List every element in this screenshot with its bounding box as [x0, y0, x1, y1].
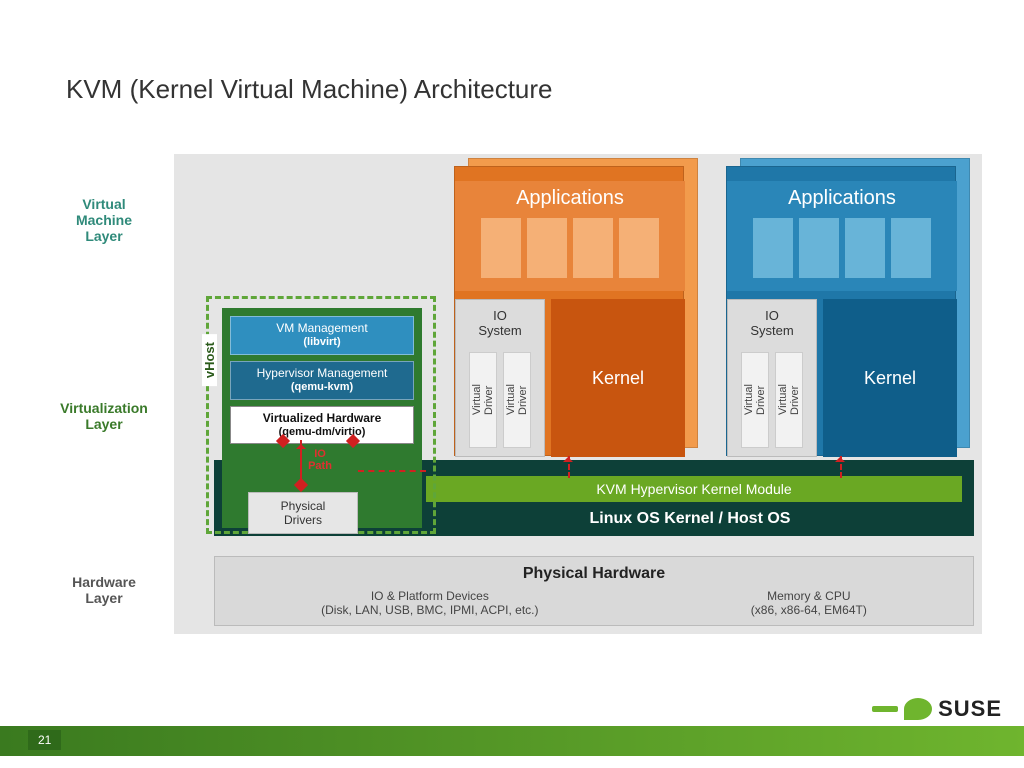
arrow-vhost-to-kvm — [358, 470, 426, 472]
physical-drivers-box: Physical Drivers — [248, 492, 358, 534]
kvm-module-bar: KVM Hypervisor Kernel Module — [426, 476, 962, 502]
suse-logo: SUSE — [872, 696, 1002, 722]
suse-dash-icon — [872, 706, 898, 712]
linux-kernel-label: Linux OS Kernel / Host OS — [420, 510, 960, 528]
arrow-iopath-up — [300, 440, 302, 484]
virtual-driver-2b: Virtual Driver — [775, 352, 803, 448]
slide-title: KVM (Kernel Virtual Machine) Architectur… — [66, 74, 553, 105]
arrowhead-2 — [835, 452, 845, 462]
kernel-box-1: Kernel — [551, 299, 685, 457]
io-system-2: IO System Virtual Driver Virtual Driver — [727, 299, 817, 457]
label-hw-layer: Hardware Layer — [34, 574, 174, 606]
io-system-1: IO System Virtual Driver Virtual Driver — [455, 299, 545, 457]
virtual-driver-2a: Virtual Driver — [741, 352, 769, 448]
label-vm-layer: Virtual Machine Layer — [34, 196, 174, 244]
kernel-box-2: Kernel — [823, 299, 957, 457]
apps-label: Applications — [516, 187, 624, 209]
vm-management-box: VM Management(libvirt) — [230, 316, 414, 355]
virtualized-hardware-box: Virtualized Hardware(qemu-dm/virtio) — [230, 406, 414, 445]
suse-brand-text: SUSE — [938, 696, 1002, 722]
virtual-driver-1b: Virtual Driver — [503, 352, 531, 448]
apps-box-1: Applications — [455, 181, 685, 291]
hypervisor-management-box: Hypervisor Management(qemu-kvm) — [230, 361, 414, 400]
phys-hw-title: Physical Hardware — [215, 565, 973, 583]
arrowhead-1 — [563, 452, 573, 462]
footer-bar — [0, 726, 1024, 756]
suse-chameleon-icon — [904, 698, 932, 720]
apps-box-2: Applications — [727, 181, 957, 291]
memory-cpu: Memory & CPU(x86, x86-64, EM64T) — [751, 589, 867, 617]
apps-label: Applications — [788, 187, 896, 209]
physical-hardware-box: Physical Hardware IO & Platform Devices(… — [214, 556, 974, 626]
vhost-label: vHost — [202, 334, 217, 386]
virtual-driver-1a: Virtual Driver — [469, 352, 497, 448]
label-virt-layer: Virtualization Layer — [34, 400, 174, 432]
io-path-label: IO Path — [290, 448, 350, 472]
io-platform-devices: IO & Platform Devices(Disk, LAN, USB, BM… — [321, 589, 538, 617]
page-number: 21 — [28, 730, 61, 750]
